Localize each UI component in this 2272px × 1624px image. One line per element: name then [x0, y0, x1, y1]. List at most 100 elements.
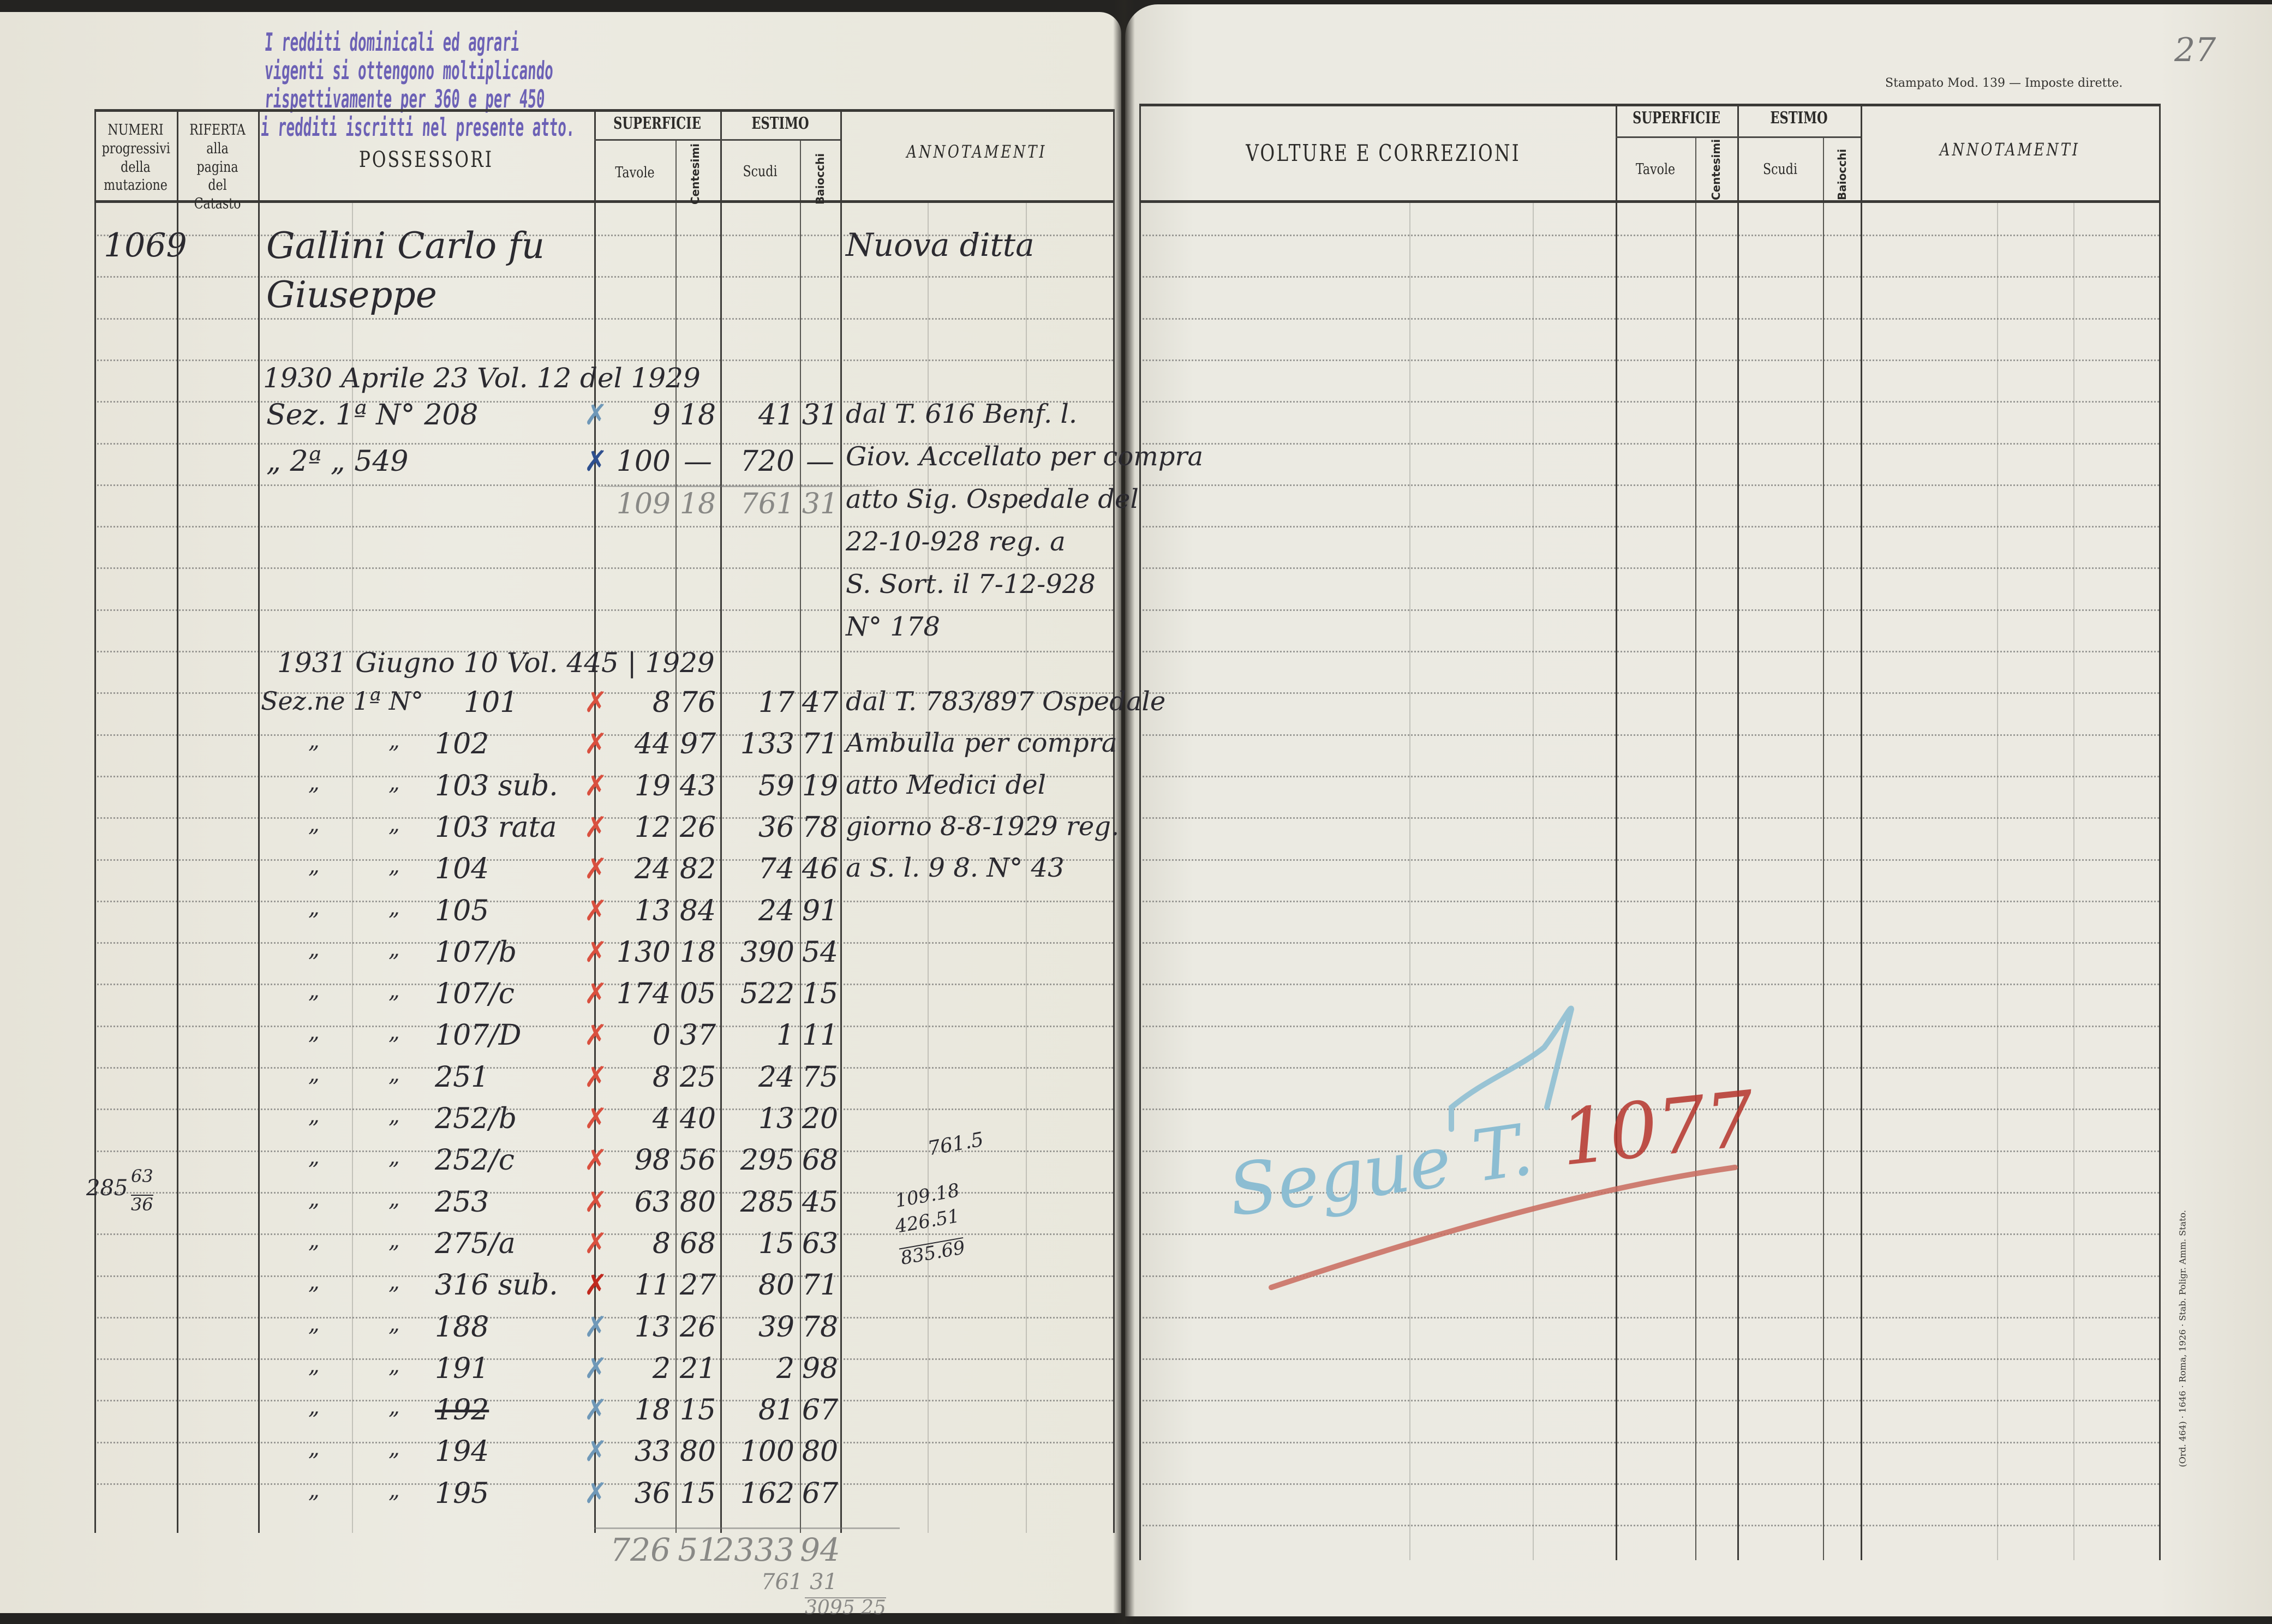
- row-guide-line: [1139, 235, 2159, 236]
- right-header-scudi: Scudi: [1762, 161, 1798, 178]
- ditto-mark: „: [308, 1311, 320, 1337]
- ditto-mark: „: [308, 1477, 320, 1503]
- grand-total: 3095 25: [805, 1597, 886, 1619]
- parcel-tavole: 63: [634, 1185, 671, 1219]
- ditto-mark: „: [308, 811, 320, 837]
- right-header-estimo: ESTIMO: [1770, 109, 1828, 128]
- ditto-mark: „: [388, 1020, 400, 1045]
- parcel-tavole: 36: [634, 1477, 671, 1510]
- annotation-line: N° 178: [846, 612, 940, 642]
- parcel-label: 275/a: [435, 1227, 516, 1260]
- parcel-scudi: 295: [740, 1144, 794, 1177]
- faint-column-rule: [1026, 200, 1027, 1533]
- parcel-scudi: 390: [740, 936, 794, 969]
- parcel-scudi: 74: [758, 853, 794, 886]
- subtotal-tavole: 109: [616, 488, 671, 520]
- parcel-centesimi: 76: [679, 686, 716, 719]
- header-sub-rule: [1737, 136, 1861, 138]
- parcel-centesimi: 05: [679, 978, 716, 1011]
- totals-rule: [594, 1527, 900, 1529]
- ditto-mark: „: [308, 1394, 320, 1420]
- parcel-scudi: 81: [758, 1394, 794, 1427]
- parcel-scudi: 13: [758, 1102, 794, 1135]
- header-numeri-line: progressivi: [101, 140, 170, 157]
- header-riferta-line: del: [208, 177, 227, 194]
- x-mark-icon: ✗: [584, 978, 608, 1011]
- column-rule: [675, 141, 677, 1533]
- parcel-baiocchi: 91: [802, 894, 839, 927]
- header-annotamenti: ANNOTAMENTI: [906, 141, 1047, 162]
- annotation-line: dal T. 783/897 Ospedale: [846, 686, 1166, 717]
- ditto-mark: „: [388, 1144, 400, 1170]
- row-guide-line: [1139, 1108, 2159, 1111]
- ditto-mark: „: [308, 1020, 320, 1045]
- left-page: [0, 12, 1121, 1613]
- faint-column-rule: [928, 200, 929, 1533]
- parcel-tavole: 98: [634, 1144, 671, 1177]
- row-guide-line: [1139, 1025, 2159, 1027]
- parcel-scudi: 17: [758, 686, 794, 719]
- parcel-tavole: 2: [652, 1352, 671, 1385]
- x-mark-icon: ✗: [584, 445, 608, 478]
- x-mark-icon: ✗: [584, 853, 608, 886]
- row-guide-line: [1139, 401, 2159, 403]
- transaction-2-heading: 1931 Giugno 10 Vol. 445 | 1929: [277, 647, 715, 679]
- row-guide-line: [94, 817, 1113, 819]
- row-guide-line: [1139, 276, 2159, 278]
- parcel-baiocchi: 71: [802, 728, 839, 761]
- parcel-label: 107/b: [435, 936, 517, 969]
- ditto-mark: „: [388, 936, 400, 962]
- x-mark-icon: ✗: [584, 399, 608, 432]
- annotation-line: atto Medici del: [846, 769, 1046, 800]
- x-mark-icon: ✗: [584, 1394, 608, 1427]
- x-mark-icon: ✗: [584, 1435, 608, 1469]
- ditto-mark: „: [308, 1352, 320, 1378]
- parcel-baiocchi: 68: [802, 1144, 839, 1177]
- parcel-scudi: 80: [758, 1269, 794, 1302]
- row-guide-line: [1139, 1275, 2159, 1277]
- parcel-scudi: 41: [758, 399, 794, 432]
- parcel-scudi: 720: [740, 445, 794, 478]
- parcel-baiocchi: 63: [802, 1227, 839, 1260]
- total-tavole: 726: [610, 1531, 671, 1568]
- parcel-baiocchi: 67: [802, 1394, 839, 1427]
- parcel-baiocchi: 80: [802, 1435, 839, 1469]
- row-guide-line: [94, 775, 1113, 777]
- total-scudi: 2333: [714, 1531, 794, 1568]
- margin-note-top: 63: [131, 1166, 153, 1186]
- ditto-mark: „: [308, 1227, 320, 1253]
- book-spine: [1113, 0, 1135, 1624]
- parcel-tavole: 0: [652, 1019, 671, 1052]
- row-guide-line: [94, 609, 1113, 611]
- parcel-tavole: 9: [652, 399, 671, 432]
- parcel-tavole: 33: [634, 1435, 671, 1469]
- parcel-baiocchi: 54: [802, 936, 839, 969]
- parcel-label: 107/c: [435, 978, 515, 1011]
- parcel-baiocchi: 71: [802, 1269, 839, 1302]
- parcel-baiocchi: 47: [802, 686, 839, 719]
- parcel-tavole: 24: [634, 853, 671, 886]
- parcel-label: 252/b: [435, 1102, 517, 1135]
- ditto-mark: „: [308, 1103, 320, 1128]
- parcel-baiocchi: 15: [802, 978, 839, 1011]
- row-guide-line: [94, 317, 1113, 320]
- header-riferta-line: RIFERTA: [189, 122, 246, 139]
- row-guide-line: [1139, 1483, 2159, 1485]
- parcel-tavole: 18: [634, 1394, 671, 1427]
- header-scudi: Scudi: [743, 163, 778, 180]
- ditto-mark: „: [388, 1061, 400, 1087]
- subtotal-rule: [594, 486, 878, 487]
- right-header-superficie: SUPERFICIE: [1633, 109, 1720, 128]
- row-guide-line: [94, 1025, 1113, 1027]
- parcel-scudi: 24: [758, 894, 794, 927]
- header-bottom-rule: [94, 200, 1113, 203]
- row-guide-line: [94, 1233, 1113, 1236]
- parcel-centesimi: 40: [679, 1102, 716, 1135]
- row-guide-line: [1139, 442, 2159, 445]
- owner-name-line-1: Gallini Carlo fu: [266, 225, 545, 267]
- x-mark-icon: ✗: [584, 1185, 608, 1219]
- row-guide-line: [1139, 1191, 2159, 1194]
- parcel-label: 192: [435, 1394, 489, 1427]
- parcel-tavole: 13: [634, 1310, 671, 1344]
- parcel-baiocchi: 78: [802, 1310, 839, 1344]
